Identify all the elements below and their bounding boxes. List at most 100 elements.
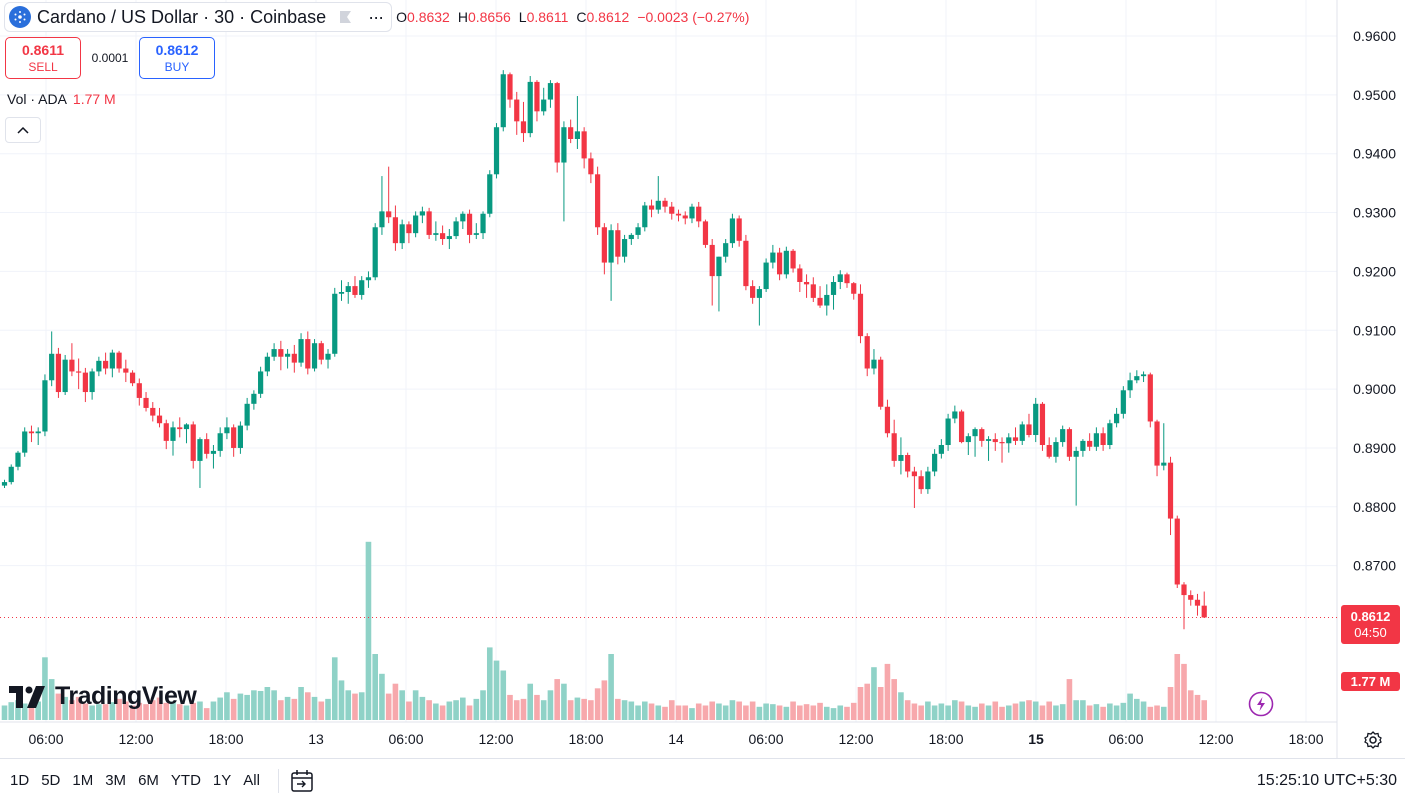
volume-bar bbox=[621, 700, 628, 720]
candle bbox=[258, 366, 264, 398]
volume-bar bbox=[190, 702, 197, 720]
lightning-alert-icon[interactable] bbox=[1248, 691, 1274, 717]
candle bbox=[372, 223, 378, 281]
candle bbox=[864, 333, 870, 377]
candle bbox=[1053, 437, 1059, 463]
candle-body bbox=[601, 227, 607, 263]
volume-bar bbox=[439, 705, 446, 720]
candle-body bbox=[972, 429, 978, 437]
tradingview-logo[interactable]: TradingView bbox=[9, 682, 197, 711]
volume-bar bbox=[1053, 705, 1059, 720]
candle bbox=[1, 479, 8, 488]
volume-bar bbox=[224, 692, 230, 720]
price-chart[interactable]: 0.9600 0.9500 0.9400 0.9300 0.9200 0.9100 0.90… bbox=[0, 0, 1405, 758]
volume-bar bbox=[648, 703, 655, 720]
volume-bar bbox=[48, 679, 55, 720]
candle bbox=[669, 201, 675, 220]
candle-body bbox=[426, 211, 432, 235]
date-range-calendar-icon[interactable] bbox=[289, 768, 315, 794]
candle bbox=[581, 127, 587, 169]
candle bbox=[837, 270, 843, 290]
volume-bar bbox=[1181, 663, 1187, 720]
more-options-icon[interactable]: ··· bbox=[368, 7, 384, 27]
volume-bar bbox=[109, 702, 116, 720]
flag-icon[interactable] bbox=[338, 10, 352, 24]
range-3m[interactable]: 3M bbox=[105, 771, 127, 789]
volume-bar bbox=[904, 700, 911, 720]
cardano-coin-icon bbox=[9, 6, 31, 28]
candle-body bbox=[103, 360, 109, 369]
time-axis: 06:00 12:00 18:00 13 06:00 12:00 18:00 14 06:00 1… bbox=[28, 731, 1323, 747]
candle bbox=[1134, 370, 1140, 384]
candle bbox=[1046, 437, 1052, 459]
volume-bar bbox=[28, 705, 35, 720]
collapse-legend-button[interactable] bbox=[5, 117, 41, 143]
range-1y[interactable]: 1Y bbox=[212, 771, 232, 789]
candle-body bbox=[372, 227, 378, 278]
volume-bar bbox=[689, 708, 695, 720]
chart-settings-icon[interactable] bbox=[1363, 730, 1383, 750]
candle bbox=[817, 286, 823, 308]
range-ytd[interactable]: YTD bbox=[170, 771, 201, 789]
time-tick-label: 12:00 bbox=[118, 731, 153, 747]
candle bbox=[985, 436, 992, 461]
candle-body bbox=[1087, 440, 1093, 447]
candle-body bbox=[574, 131, 580, 139]
volume-bar bbox=[1039, 705, 1046, 720]
volume-bar bbox=[298, 687, 304, 720]
volume-bar bbox=[642, 701, 648, 720]
candle-body bbox=[514, 99, 520, 122]
candle-body bbox=[541, 99, 547, 112]
range-6m[interactable]: 6M bbox=[138, 771, 159, 789]
range-1d[interactable]: 1D bbox=[10, 771, 30, 789]
candle-body bbox=[311, 343, 318, 369]
range-5d[interactable]: 5D bbox=[41, 771, 61, 789]
volume-bar bbox=[850, 702, 857, 720]
volume-bar bbox=[453, 700, 459, 720]
buy-button[interactable]: 0.8612 BUY bbox=[139, 37, 215, 79]
candle bbox=[338, 280, 345, 301]
volume-bar bbox=[143, 704, 149, 720]
candle bbox=[696, 201, 702, 228]
candle-body bbox=[8, 466, 14, 483]
volume-bars bbox=[1, 541, 1208, 720]
symbol-selector[interactable]: Cardano / US Dollar · 30 · Coinbase ··· bbox=[4, 2, 393, 32]
volume-bar bbox=[574, 697, 581, 720]
range-1m[interactable]: 1M bbox=[72, 771, 94, 789]
volume-bar bbox=[379, 673, 385, 720]
range-all[interactable]: All bbox=[243, 771, 260, 789]
candle bbox=[702, 219, 709, 248]
candle bbox=[958, 409, 965, 444]
candle bbox=[62, 354, 68, 395]
volume-bar bbox=[15, 700, 21, 720]
candle bbox=[22, 427, 28, 457]
candle-body bbox=[35, 431, 41, 434]
volume-bar bbox=[1187, 690, 1194, 720]
candle bbox=[42, 374, 48, 437]
time-tick-label: 06:00 bbox=[28, 731, 63, 747]
candle bbox=[1188, 590, 1194, 606]
date-tick-label: 14 bbox=[668, 731, 684, 747]
candle-body bbox=[642, 205, 648, 228]
candle bbox=[561, 121, 567, 222]
candle bbox=[628, 233, 634, 245]
candle bbox=[55, 347, 62, 398]
candle-body bbox=[1066, 429, 1073, 457]
candle bbox=[1127, 372, 1133, 398]
candle bbox=[466, 209, 473, 244]
candle-body bbox=[325, 353, 331, 360]
candle bbox=[777, 247, 783, 281]
volume-bar bbox=[392, 683, 399, 720]
candle-body bbox=[871, 359, 877, 369]
candle-body bbox=[588, 158, 594, 175]
candle-body bbox=[844, 274, 850, 284]
price-tick-label: 0.8900 bbox=[1353, 440, 1396, 456]
trade-panel: 0.8611 SELL 0.0001 0.8612 BUY bbox=[5, 37, 215, 79]
clock-timezone[interactable]: 15:25:10 UTC+5:30 bbox=[1256, 772, 1397, 789]
sell-button[interactable]: 0.8611 SELL bbox=[5, 37, 81, 79]
volume-bar bbox=[695, 703, 702, 720]
volume-bar bbox=[291, 698, 298, 720]
last-price-tag: 0.8612 04:50 bbox=[1341, 605, 1400, 644]
candle bbox=[1201, 591, 1207, 619]
volume-bar bbox=[1086, 705, 1093, 720]
